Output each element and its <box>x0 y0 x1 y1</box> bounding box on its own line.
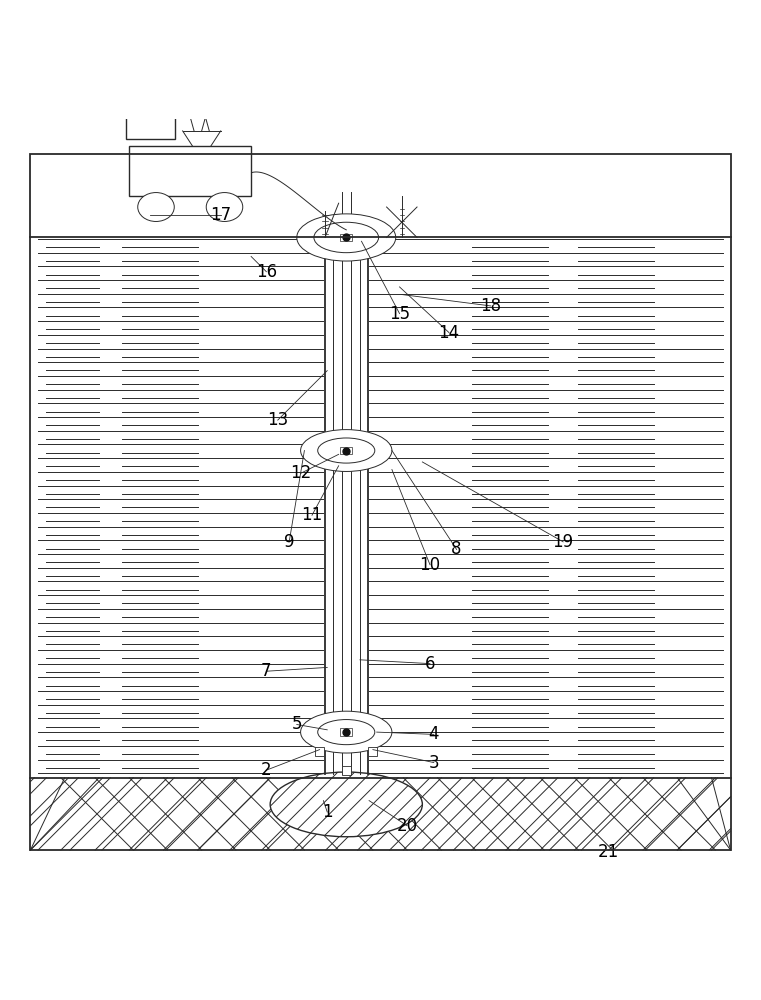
Bar <box>30 778 731 850</box>
Text: 14: 14 <box>438 324 460 342</box>
Bar <box>342 766 351 775</box>
Text: 16: 16 <box>256 263 277 281</box>
Text: 18: 18 <box>480 297 501 315</box>
Bar <box>30 778 731 850</box>
Text: 4: 4 <box>428 725 439 743</box>
Ellipse shape <box>270 772 422 837</box>
Text: 11: 11 <box>301 506 323 524</box>
Ellipse shape <box>318 438 375 463</box>
Text: 9: 9 <box>284 533 295 551</box>
Ellipse shape <box>318 720 375 745</box>
Bar <box>30 237 731 778</box>
Text: 15: 15 <box>389 305 410 323</box>
Bar <box>368 747 377 756</box>
Ellipse shape <box>206 193 243 221</box>
Ellipse shape <box>297 214 396 261</box>
Bar <box>126 108 175 139</box>
Text: 19: 19 <box>552 533 574 551</box>
Bar <box>315 747 324 756</box>
Text: 13: 13 <box>267 411 288 429</box>
Bar <box>325 237 368 774</box>
Bar <box>340 234 352 241</box>
Text: 20: 20 <box>396 817 418 835</box>
Ellipse shape <box>301 711 392 753</box>
Bar <box>340 728 352 736</box>
Text: 12: 12 <box>290 464 311 482</box>
Ellipse shape <box>301 430 392 471</box>
Text: 6: 6 <box>425 655 435 673</box>
Text: 2: 2 <box>261 761 272 779</box>
Text: 5: 5 <box>291 715 302 733</box>
Text: 21: 21 <box>598 843 619 861</box>
Ellipse shape <box>138 193 174 221</box>
Text: 10: 10 <box>419 556 441 574</box>
Text: 7: 7 <box>261 662 272 680</box>
Text: 1: 1 <box>322 803 333 821</box>
Text: 3: 3 <box>428 754 439 772</box>
Ellipse shape <box>314 222 378 253</box>
Bar <box>340 447 352 454</box>
Text: 17: 17 <box>210 206 231 224</box>
Text: 8: 8 <box>451 540 462 558</box>
Bar <box>129 146 251 196</box>
